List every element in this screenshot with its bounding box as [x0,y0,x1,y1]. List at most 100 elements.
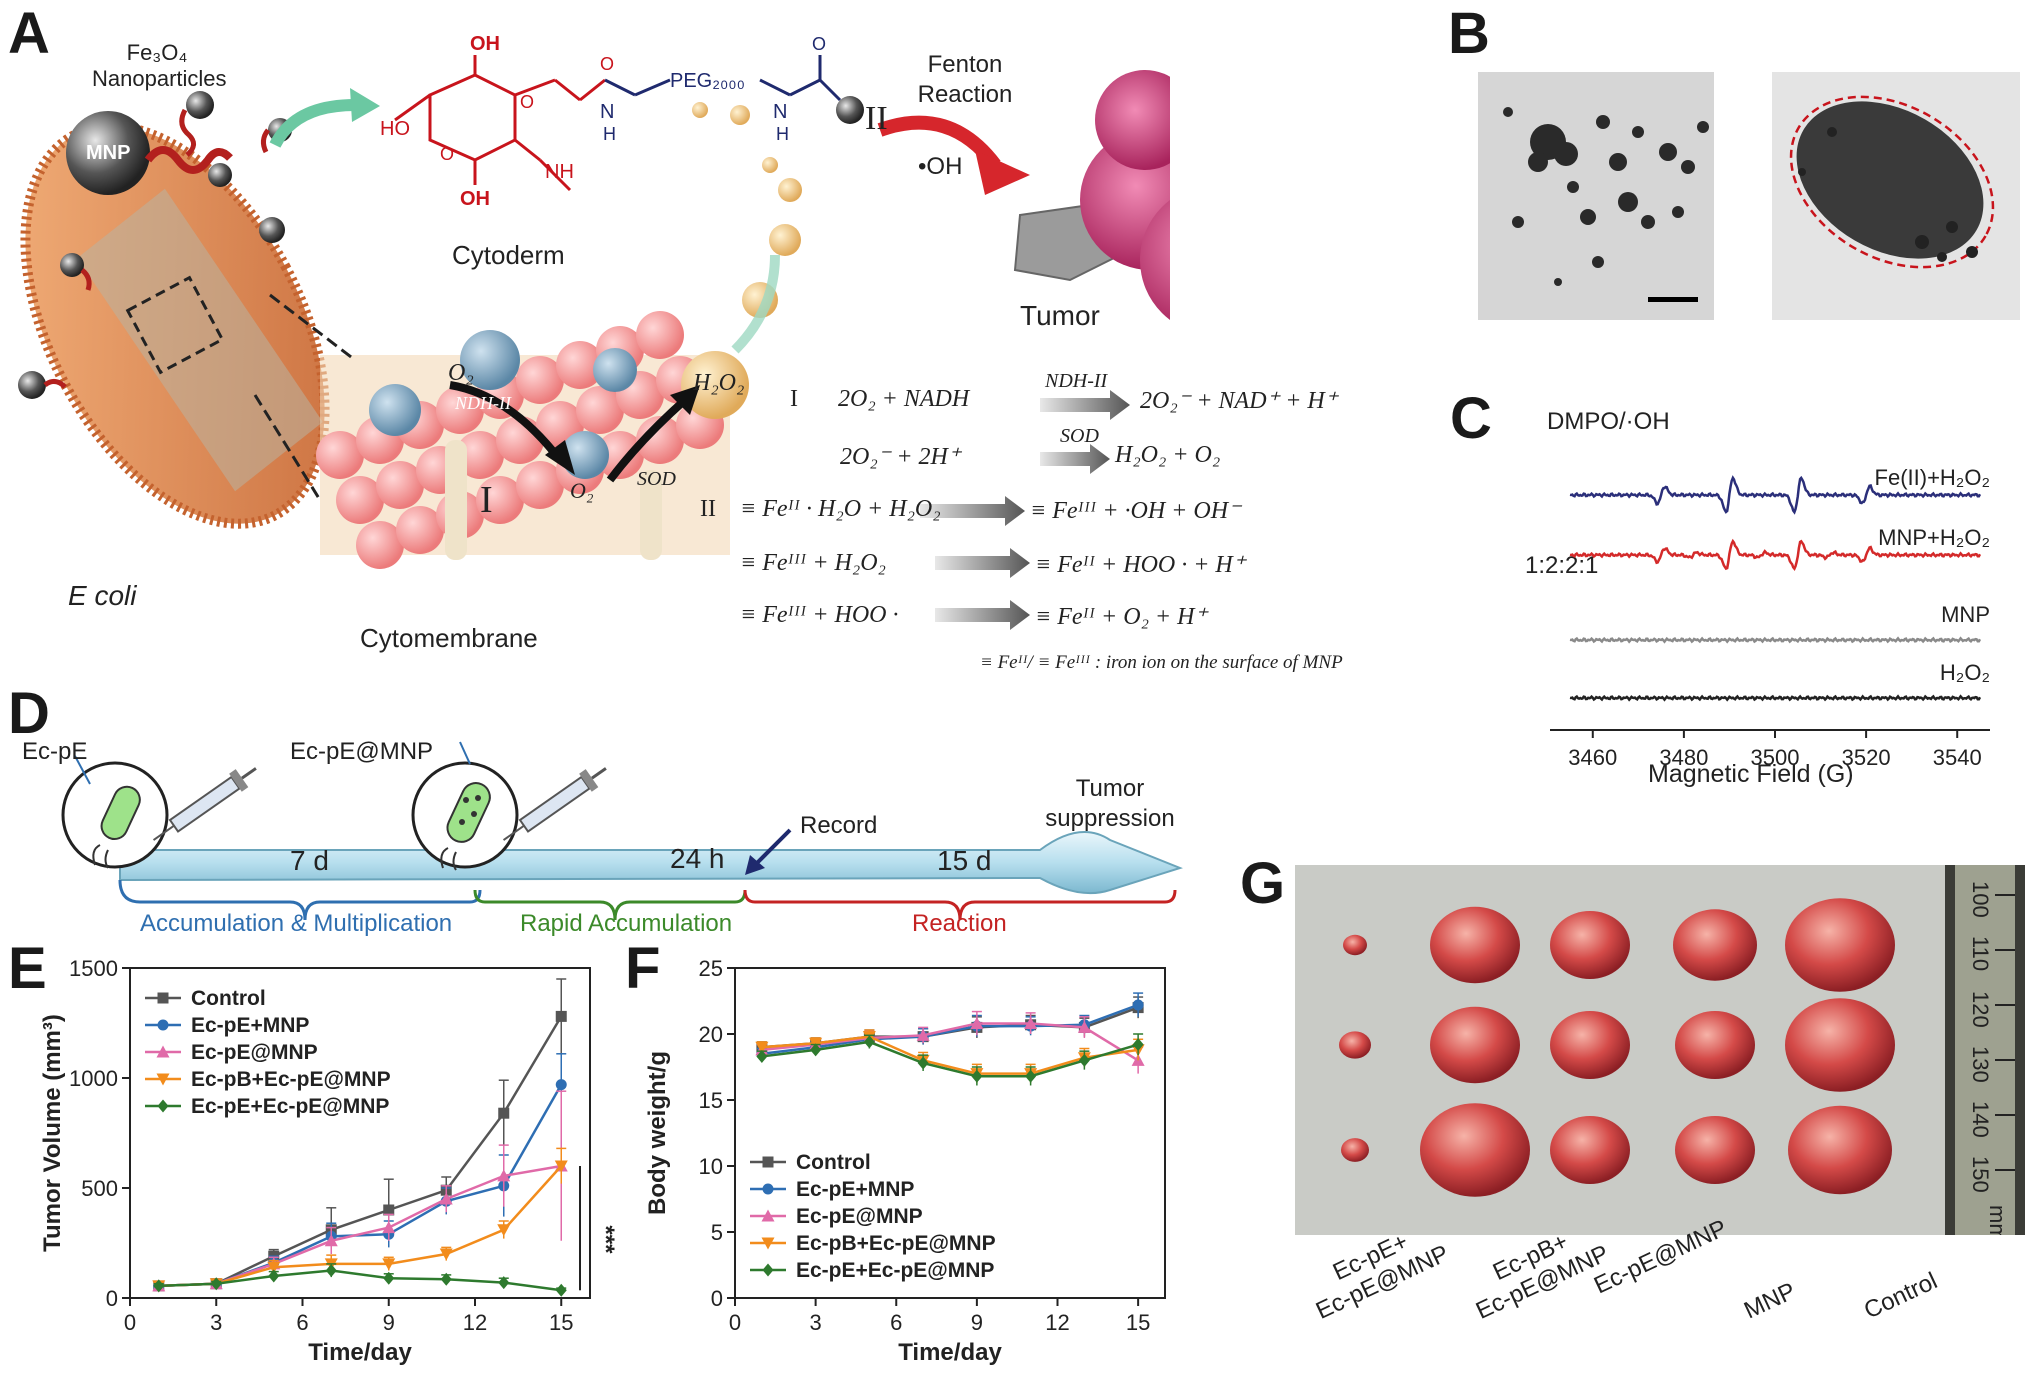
epr-xlabel: Magnetic Field (G) [1648,760,1854,788]
timeline-15d: 15 d [937,845,992,876]
data-point [497,1224,511,1237]
data-point [210,1277,222,1291]
data-point [756,1049,768,1063]
data-point [810,1043,822,1057]
x-tick-label: 3 [210,1310,222,1335]
legend-marker [762,1183,774,1195]
legend-marker [762,1263,774,1277]
data-point [971,1069,983,1083]
phase-reaction: Reaction [912,910,1007,937]
x-tick-label: 15 [549,1310,573,1335]
data-point [382,1221,396,1234]
tumor-specimen [1343,934,1367,956]
svg-text:O: O [520,92,534,112]
oh-radical-label: •OH [918,153,963,180]
legend-marker [156,1073,170,1086]
significance-label: *** [592,1225,619,1254]
data-point [1077,1020,1091,1033]
legend-label: Control [191,987,266,1010]
timeline-24h: 24 h [670,843,725,874]
fe3o4-label: Fe₃O₄ Nanoparticles [92,40,227,91]
data-point [554,1160,568,1173]
legend-label: Ec-pE@MNP [796,1205,923,1228]
roman-i-label: I [480,479,493,521]
panel-a-illustration: HO OH OH NH O O O N H N H O [18,33,1170,569]
epr-trace [1569,694,1982,702]
data-point [440,1272,452,1286]
epr-x-tick-label: 3460 [1568,745,1617,770]
group-label: MNP [1740,1277,1800,1325]
tumor-specimen [1550,1011,1630,1079]
y-tick-label: 1000 [69,1066,118,1091]
x-tick-label: 0 [124,1310,136,1335]
legend-label: Ec-pE+Ec-pE@MNP [796,1259,994,1282]
phase-accumulation: Accumulation & Multiplication [140,910,453,937]
tumor-specimen [1341,1138,1369,1162]
tem-image-bacterium [1772,72,2020,320]
data-point [383,1271,395,1285]
legend-marker [157,1099,169,1113]
epr-x-tick-label: 3540 [1933,745,1982,770]
epr-trace-label: Fe(II)+H₂O₂ [1875,465,1990,490]
eq3-left: ≡ Feᴵᴵ · H₂O + H₂O₂ [740,496,941,522]
svg-text:O: O [440,144,454,164]
epr-trace [1569,475,1982,515]
svg-text:HO: HO [380,118,410,140]
legend-label: Ec-pE+MNP [796,1178,914,1201]
epr-x-tick-label: 3520 [1842,745,1891,770]
y-tick-label: 1500 [69,956,118,981]
eq4-right: ≡ Feᴵᴵ + HOO · + H⁺ [1035,552,1246,578]
tumor-specimen [1550,911,1630,979]
x-tick-label: 9 [383,1310,395,1335]
epr-trace [1569,538,1982,572]
panel-label-f: F [625,936,661,1001]
x-tick-label: 0 [729,1310,741,1335]
ecoli-label: E coli [68,580,137,611]
mnp-sphere [66,111,150,195]
y-axis-label: Body weight/g [644,1051,671,1215]
eq5-right: ≡ Feᴵᴵ + O₂ + H⁺ [1035,604,1208,630]
data-point [555,1010,567,1022]
eq3-num: II [700,496,716,522]
series-line [761,1040,1139,1078]
data-point [1025,1069,1037,1083]
plot-frame [129,967,591,1299]
series-Ec-pE@MNP [152,1090,568,1292]
mnp-label: MNP [86,142,131,164]
equation-footnote: ≡ Feᴵᴵ/ ≡ Feᴵᴵᴵ : iron ion on the surfac… [980,652,1343,673]
eq3-right: ≡ Feᴵᴵᴵ + ·OH + OH⁻ [1030,498,1241,524]
plot-frame [734,967,1166,1299]
data-point [497,1169,511,1182]
tumor-specimen [1675,1011,1755,1079]
eq1-right: 2O₂⁻ + NAD⁺ + H⁺ [1140,388,1338,414]
cytoderm-structure [394,55,606,192]
legend-marker [157,992,169,1004]
svg-text:NH: NH [545,161,574,183]
y-tick-label: 500 [81,1176,118,1201]
eq2-enzyme: SOD [1060,425,1099,447]
legend-marker [761,1237,775,1250]
ruler-tick-label: 120 [1968,991,1993,1028]
data-point [325,1264,337,1277]
tumor-label: Tumor [1020,300,1100,331]
data-point [153,1279,165,1293]
data-point [970,1016,984,1029]
x-tick-label: 12 [463,1310,487,1335]
svg-text:N: N [600,101,614,123]
tumor-specimen [1785,998,1895,1092]
legend-label: Ec-pB+Ec-pE@MNP [796,1232,996,1255]
y-tick-label: 20 [699,1022,723,1047]
series-Ec-pE+Ec-pE@MNP [153,1263,567,1297]
panel-label-a: A [8,1,50,66]
timeline-diagram [61,741,1183,921]
data-point [1132,1038,1144,1052]
epr-x-tick-label: 3480 [1659,745,1708,770]
x-tick-label: 15 [1126,1310,1150,1335]
series-line [761,1022,1139,1062]
ndh-label: NDH-II [455,393,511,413]
epr-trace-label: MNP+H₂O₂ [1878,525,1990,550]
ruler-tick-label: 100 [1968,881,1993,918]
ruler-unit: mm [1985,1205,2010,1235]
tumor-cluster [1013,70,1170,320]
tumor-specimen [1785,898,1895,992]
